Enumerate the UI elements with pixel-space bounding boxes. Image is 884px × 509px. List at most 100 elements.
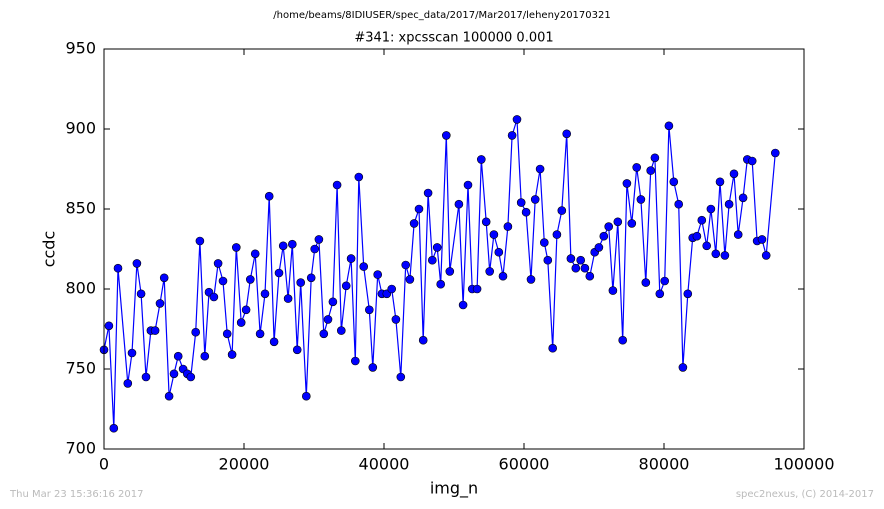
y-tick-label: 850: [65, 199, 96, 218]
point: [472, 284, 482, 294]
point: [213, 259, 223, 268]
point: [650, 153, 660, 163]
point: [278, 241, 288, 251]
point: [548, 343, 558, 353]
plot-frame: [103, 48, 805, 450]
point: [655, 289, 665, 299]
series-line: [103, 119, 776, 429]
y-tick-label: 900: [65, 119, 96, 138]
point: [391, 315, 401, 324]
x-tick-label: 100000: [773, 455, 834, 474]
point: [604, 222, 614, 231]
point: [232, 243, 241, 252]
point: [507, 131, 517, 140]
y-tick-label: 700: [65, 439, 96, 458]
point: [503, 222, 513, 231]
point: [516, 198, 526, 207]
chart-title: #341: xpcsscan 100000 0.001: [354, 31, 553, 46]
point: [576, 255, 586, 265]
point: [498, 271, 508, 281]
point: [246, 275, 255, 284]
point: [396, 372, 406, 382]
point: [368, 363, 378, 372]
point: [436, 279, 446, 289]
x-axis-label: img_n: [430, 479, 478, 499]
point: [328, 297, 338, 307]
point: [123, 379, 133, 388]
x-tick-label: 20000: [219, 455, 270, 474]
point: [164, 391, 174, 401]
point: [169, 369, 179, 379]
point: [306, 273, 316, 283]
point: [274, 268, 284, 278]
point: [218, 276, 228, 286]
point: [418, 335, 428, 345]
point: [562, 129, 572, 139]
point: [697, 215, 707, 225]
point: [401, 260, 411, 270]
point: [535, 164, 545, 174]
point: [264, 191, 274, 201]
point: [346, 254, 356, 263]
point: [364, 305, 374, 315]
y-tick-label: 950: [65, 39, 96, 58]
point: [669, 177, 679, 187]
point: [319, 329, 329, 339]
point: [222, 329, 232, 339]
point: [109, 423, 119, 433]
point: [155, 299, 165, 308]
point: [566, 254, 576, 263]
point: [552, 230, 562, 239]
point: [336, 326, 346, 335]
point: [458, 300, 468, 310]
point: [660, 276, 670, 286]
point: [310, 244, 320, 254]
point: [405, 275, 415, 284]
point: [113, 263, 123, 273]
point: [530, 195, 540, 204]
point: [636, 195, 646, 204]
point: [706, 204, 716, 214]
point: [104, 321, 114, 331]
point: [141, 372, 151, 382]
x-tick-label: 60000: [499, 455, 550, 474]
point: [414, 204, 424, 214]
point: [580, 263, 590, 273]
point: [481, 217, 491, 227]
point: [195, 236, 205, 246]
point: [209, 292, 219, 302]
point: [454, 199, 464, 209]
point: [463, 180, 473, 190]
x-tick-label: 80000: [639, 455, 690, 474]
point: [250, 249, 260, 259]
point: [150, 326, 160, 335]
point: [678, 363, 688, 372]
point: [301, 391, 311, 401]
point: [127, 348, 137, 358]
point: [632, 163, 642, 172]
point: [747, 156, 757, 166]
point: [692, 231, 702, 241]
point: [622, 179, 632, 188]
point: [724, 199, 734, 209]
point: [512, 115, 522, 124]
point: [283, 294, 293, 303]
point: [476, 155, 486, 164]
point: [173, 351, 183, 361]
point: [761, 251, 771, 260]
point: [711, 249, 721, 259]
point: [445, 267, 455, 276]
point: [359, 262, 369, 271]
point: [664, 121, 674, 131]
suptitle: /home/beams/8IDIUSER/spec_data/2017/Mar2…: [273, 10, 610, 21]
point: [674, 199, 684, 209]
point: [132, 259, 142, 268]
point: [387, 284, 397, 294]
y-axis-label: ccdc: [40, 231, 59, 268]
point: [757, 235, 767, 244]
point: [341, 281, 351, 291]
point: [539, 238, 549, 247]
point: [427, 255, 437, 265]
point: [641, 278, 651, 287]
